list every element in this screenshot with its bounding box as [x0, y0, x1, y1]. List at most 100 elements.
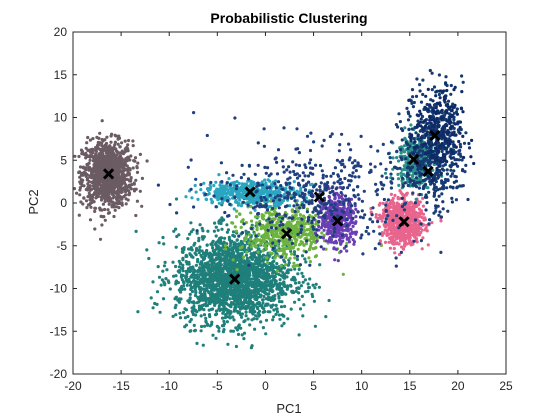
data-point [345, 249, 349, 253]
data-point [108, 179, 112, 183]
data-point [118, 194, 122, 198]
data-point [305, 228, 309, 232]
data-point [261, 223, 265, 227]
data-point [100, 137, 104, 142]
data-point [212, 278, 217, 282]
data-point [221, 187, 225, 191]
data-point [274, 251, 278, 255]
data-point [207, 255, 211, 259]
data-point [277, 273, 281, 277]
data-point [187, 262, 191, 266]
data-point [153, 301, 157, 306]
data-point [227, 277, 231, 281]
data-point [248, 184, 252, 188]
data-point [271, 295, 275, 299]
data-point [393, 193, 397, 197]
data-point [85, 141, 89, 145]
data-point [112, 205, 116, 209]
data-point [211, 333, 215, 337]
data-point [199, 188, 203, 192]
data-point [234, 244, 238, 248]
data-point [248, 198, 252, 202]
data-point [220, 273, 224, 277]
data-point [188, 280, 192, 284]
data-point [198, 223, 202, 227]
data-point [81, 173, 85, 177]
data-point [296, 272, 300, 276]
data-point [280, 292, 284, 296]
data-point [117, 186, 121, 190]
data-point [120, 162, 124, 166]
data-point [237, 323, 241, 327]
data-point [208, 324, 212, 328]
data-point [236, 253, 240, 257]
data-point [223, 294, 227, 298]
data-point [278, 278, 282, 282]
data-point [86, 186, 90, 190]
data-point [252, 309, 256, 313]
data-point [252, 255, 256, 259]
data-point [173, 306, 177, 310]
data-point [161, 297, 166, 301]
data-point [244, 305, 248, 309]
data-point [308, 183, 313, 187]
data-point [421, 196, 425, 200]
data-point [205, 243, 209, 247]
data-point [430, 221, 434, 225]
data-point [86, 203, 90, 207]
data-point [116, 172, 120, 177]
data-point [118, 145, 122, 149]
data-point [333, 258, 337, 262]
data-point [234, 304, 238, 308]
data-point [114, 134, 118, 138]
data-point [192, 273, 197, 277]
data-point [213, 303, 217, 307]
data-point [205, 266, 209, 270]
data-point [264, 280, 269, 284]
data-point [111, 196, 115, 200]
data-point [121, 174, 125, 178]
data-point [208, 314, 212, 319]
data-point [193, 183, 197, 188]
data-point [78, 180, 82, 184]
data-point [262, 217, 266, 221]
data-point [268, 266, 272, 270]
data-point [232, 234, 237, 238]
data-point [273, 256, 277, 260]
data-point [226, 269, 230, 273]
data-point [194, 190, 198, 194]
data-point [261, 310, 265, 314]
data-point [196, 197, 200, 201]
data-point [346, 229, 350, 233]
data-point [134, 229, 138, 233]
data-point [302, 243, 306, 247]
data-point [275, 233, 279, 237]
data-point [99, 198, 104, 202]
data-point [265, 261, 269, 265]
data-point [179, 275, 183, 279]
data-point [140, 204, 144, 208]
data-point [189, 287, 193, 292]
data-point [248, 307, 252, 312]
data-point [128, 179, 132, 183]
data-point [91, 149, 95, 154]
data-point [165, 268, 169, 272]
data-point [101, 202, 105, 206]
data-point [158, 310, 162, 314]
data-point [231, 315, 235, 319]
data-point [197, 251, 201, 255]
data-point [88, 175, 92, 179]
data-point [289, 307, 293, 311]
data-point [322, 228, 326, 232]
data-point [254, 314, 258, 318]
data-point [116, 142, 120, 146]
data-point [235, 328, 239, 332]
data-point [243, 243, 247, 247]
data-point [204, 319, 208, 323]
data-point [202, 235, 206, 239]
data-point [248, 237, 253, 241]
data-point [280, 324, 284, 328]
data-point [254, 197, 258, 202]
data-point [89, 169, 94, 174]
data-point [260, 306, 264, 310]
